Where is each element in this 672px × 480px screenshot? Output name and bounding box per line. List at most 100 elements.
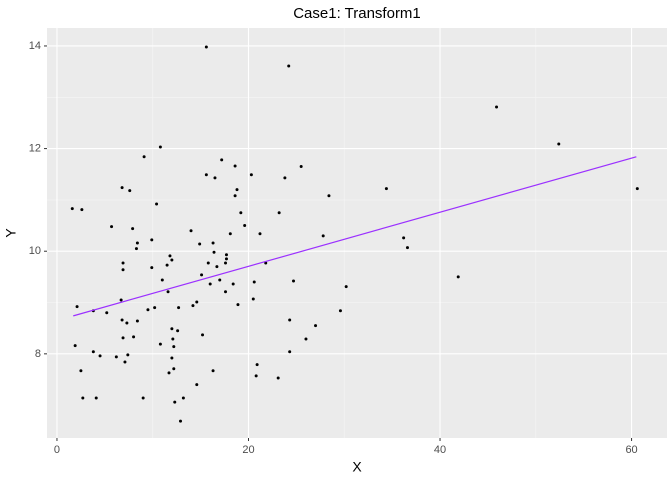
x-tick-label: 0 xyxy=(54,444,60,456)
point xyxy=(121,268,125,272)
point xyxy=(287,64,291,68)
point xyxy=(557,142,561,146)
point xyxy=(338,309,342,313)
point xyxy=(402,236,406,240)
point xyxy=(179,419,183,423)
point xyxy=(258,232,262,236)
point xyxy=(119,298,123,302)
point xyxy=(176,329,180,333)
point xyxy=(125,321,129,325)
point xyxy=(121,261,125,265)
point xyxy=(277,211,281,215)
point xyxy=(456,275,460,279)
point xyxy=(405,246,409,250)
point xyxy=(173,400,177,404)
point xyxy=(172,345,176,349)
point xyxy=(153,306,157,310)
point xyxy=(235,188,239,192)
point xyxy=(200,273,204,277)
point xyxy=(166,290,170,294)
point xyxy=(384,187,388,191)
point xyxy=(172,367,176,371)
x-tick-label: 20 xyxy=(242,444,254,456)
y-tick-label: 8 xyxy=(35,348,41,360)
point xyxy=(91,350,95,354)
point xyxy=(135,319,139,323)
point xyxy=(177,306,181,310)
point xyxy=(150,238,154,242)
point xyxy=(195,383,199,387)
point xyxy=(635,187,639,191)
point xyxy=(142,155,146,159)
point xyxy=(211,369,215,373)
fit-line xyxy=(73,156,637,317)
point xyxy=(208,282,212,286)
point xyxy=(158,342,162,346)
point xyxy=(299,165,303,169)
point xyxy=(171,337,175,341)
point xyxy=(224,261,228,265)
point xyxy=(224,253,228,257)
point xyxy=(131,227,135,231)
point xyxy=(218,278,222,282)
point xyxy=(120,318,124,322)
point xyxy=(254,374,258,378)
point xyxy=(224,257,228,261)
point xyxy=(155,202,159,206)
y-tick-label: 12 xyxy=(29,142,41,154)
point xyxy=(134,247,138,251)
point xyxy=(123,360,127,364)
point xyxy=(165,263,169,267)
point xyxy=(128,189,132,193)
point xyxy=(288,318,292,322)
chart-title: Case1: Transform1 xyxy=(293,5,421,22)
point xyxy=(79,369,83,373)
point xyxy=(243,224,247,228)
point xyxy=(233,164,237,168)
point xyxy=(167,371,171,375)
point xyxy=(321,234,325,238)
point xyxy=(105,311,109,315)
point xyxy=(150,266,154,270)
x-tick-label: 40 xyxy=(434,444,446,456)
point xyxy=(204,173,208,177)
point xyxy=(206,261,210,265)
point xyxy=(239,211,243,215)
y-axis-label: Y xyxy=(3,228,19,238)
y-tick-label: 10 xyxy=(29,245,41,257)
point xyxy=(314,324,318,328)
point xyxy=(327,194,331,198)
point xyxy=(236,303,240,307)
point xyxy=(110,225,114,229)
point xyxy=(212,250,216,254)
point xyxy=(251,297,255,301)
point xyxy=(233,194,237,198)
point xyxy=(98,354,102,358)
point xyxy=(126,353,130,357)
point xyxy=(201,333,205,337)
point xyxy=(191,304,195,308)
point xyxy=(146,308,150,312)
point xyxy=(158,145,162,149)
point xyxy=(168,254,172,258)
point xyxy=(170,356,174,360)
point xyxy=(70,207,74,211)
panel xyxy=(47,28,667,438)
point xyxy=(220,158,224,162)
point xyxy=(198,242,202,246)
x-axis-label: X xyxy=(352,459,362,475)
point xyxy=(288,350,292,354)
point xyxy=(80,208,84,212)
point xyxy=(215,265,219,269)
point xyxy=(160,278,164,282)
point xyxy=(195,300,199,304)
point xyxy=(189,229,193,233)
point xyxy=(81,396,85,400)
x-tick-label: 60 xyxy=(625,444,637,456)
point xyxy=(73,344,77,348)
point xyxy=(94,396,98,400)
point xyxy=(121,336,125,340)
point xyxy=(344,285,348,289)
point xyxy=(135,241,139,245)
